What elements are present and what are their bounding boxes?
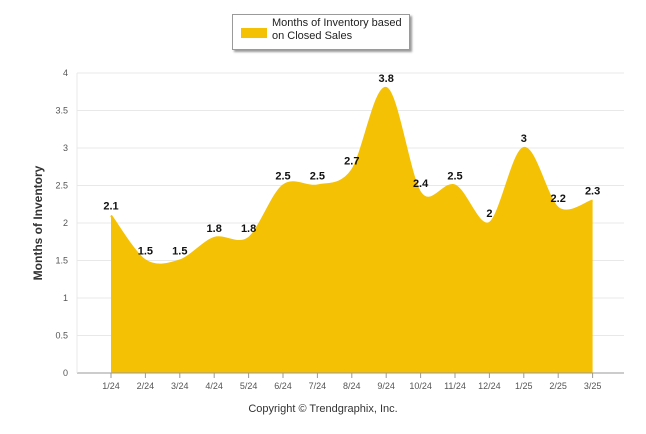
x-tick-label: 4/24 <box>205 381 223 391</box>
data-label: 2.5 <box>275 171 290 183</box>
data-label: 3 <box>521 133 527 145</box>
legend[interactable]: Months of Inventory based on Closed Sale… <box>232 14 410 50</box>
legend-swatch <box>241 28 267 38</box>
y-tick-label: 0.5 <box>55 331 68 341</box>
x-tick-label: 9/24 <box>377 381 395 391</box>
x-tick-label: 6/24 <box>274 381 292 391</box>
x-tick-label: 2/25 <box>549 381 567 391</box>
data-label: 2.1 <box>103 201 118 213</box>
y-tick-labels: 0 0.5 1 1.5 2 2.5 3 3.5 4 <box>55 68 68 378</box>
x-tick-label: 7/24 <box>309 381 327 391</box>
x-tick-label: 5/24 <box>240 381 258 391</box>
y-tick-label: 1.5 <box>55 256 68 266</box>
legend-label: Months of Inventory based on Closed Sale… <box>272 17 402 42</box>
x-tick-label: 12/24 <box>478 381 501 391</box>
y-tick-label: 1 <box>63 293 68 303</box>
area-series <box>110 87 593 374</box>
x-tick-label: 2/24 <box>137 381 155 391</box>
data-label: 2.7 <box>344 156 359 168</box>
x-tick-label: 11/24 <box>444 381 466 391</box>
data-label: 2 <box>486 208 492 220</box>
data-label: 2.5 <box>447 171 462 183</box>
data-label: 3.8 <box>379 73 394 85</box>
y-tick-label: 2 <box>63 218 68 228</box>
series-area[interactable] <box>111 87 593 374</box>
data-label: 2.3 <box>585 186 600 198</box>
axes <box>76 73 624 378</box>
x-tick-label: 3/25 <box>584 381 602 391</box>
copyright-text: Copyright © Trendgraphix, Inc. <box>248 403 398 415</box>
data-label: 2.2 <box>551 193 566 205</box>
x-tick-label: 8/24 <box>343 381 361 391</box>
x-tick-labels: 1/24 2/24 3/24 4/24 5/24 6/24 7/24 8/24 9/24 10/2… <box>102 381 601 391</box>
x-tick-label: 1/24 <box>102 381 120 391</box>
data-label: 2.5 <box>310 171 325 183</box>
data-label: 1.5 <box>138 246 153 258</box>
y-tick-label: 0 <box>63 368 68 378</box>
data-label: 1.8 <box>241 223 256 235</box>
data-label: 1.8 <box>207 223 222 235</box>
x-tick-label: 1/25 <box>515 381 533 391</box>
x-tick-label: 3/24 <box>171 381 189 391</box>
y-axis-title: Months of Inventory <box>31 165 45 280</box>
x-tick-label: 10/24 <box>409 381 432 391</box>
y-tick-label: 4 <box>63 68 68 78</box>
data-label: 1.5 <box>172 246 187 258</box>
data-label: 2.4 <box>413 178 429 190</box>
data-labels: 2.1 1.5 1.5 1.8 1.8 2.5 2.5 2.7 3.8 2.4 2.5 2 3 2.2 2.… <box>103 73 600 258</box>
y-tick-label: 2.5 <box>55 181 68 191</box>
y-tick-label: 3 <box>63 143 68 153</box>
series-line <box>110 87 593 266</box>
y-tick-label: 3.5 <box>55 106 68 116</box>
